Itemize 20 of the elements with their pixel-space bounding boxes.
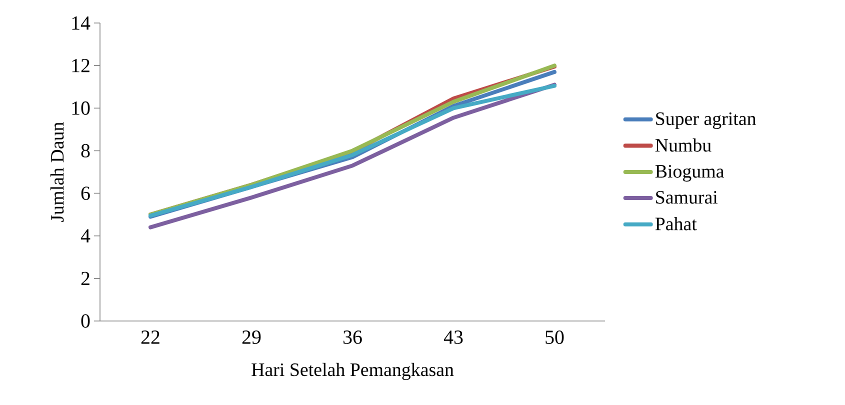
y-tick-label: 8 <box>81 144 90 158</box>
x-tick-label: 36 <box>343 330 362 344</box>
x-tick-label: 29 <box>242 330 261 344</box>
legend-label: Samurai <box>656 191 718 204</box>
y-tick-label: 12 <box>72 58 90 72</box>
x-tick-label: 43 <box>444 330 463 344</box>
y-axis-title: Jumlah Daun <box>50 122 64 222</box>
y-tick-label: 6 <box>81 186 90 200</box>
legend-label: Bioguma <box>655 164 724 182</box>
y-tick-label: 10 <box>72 101 90 115</box>
x-tick-label: 50 <box>546 330 564 344</box>
y-tick-label: 4 <box>80 229 90 242</box>
x-tick-label: 22 <box>141 330 160 344</box>
legend-label: Super agritan <box>656 112 756 129</box>
legend-label: Numbu <box>655 138 712 152</box>
y-tick-label: 0 <box>81 314 90 328</box>
y-tick-label: 2 <box>81 272 90 286</box>
y-tick-label: 14 <box>72 16 90 30</box>
x-axis-title: Hari Setelah Pemangkasan <box>252 362 454 380</box>
legend-label: Pahat <box>655 217 697 230</box>
